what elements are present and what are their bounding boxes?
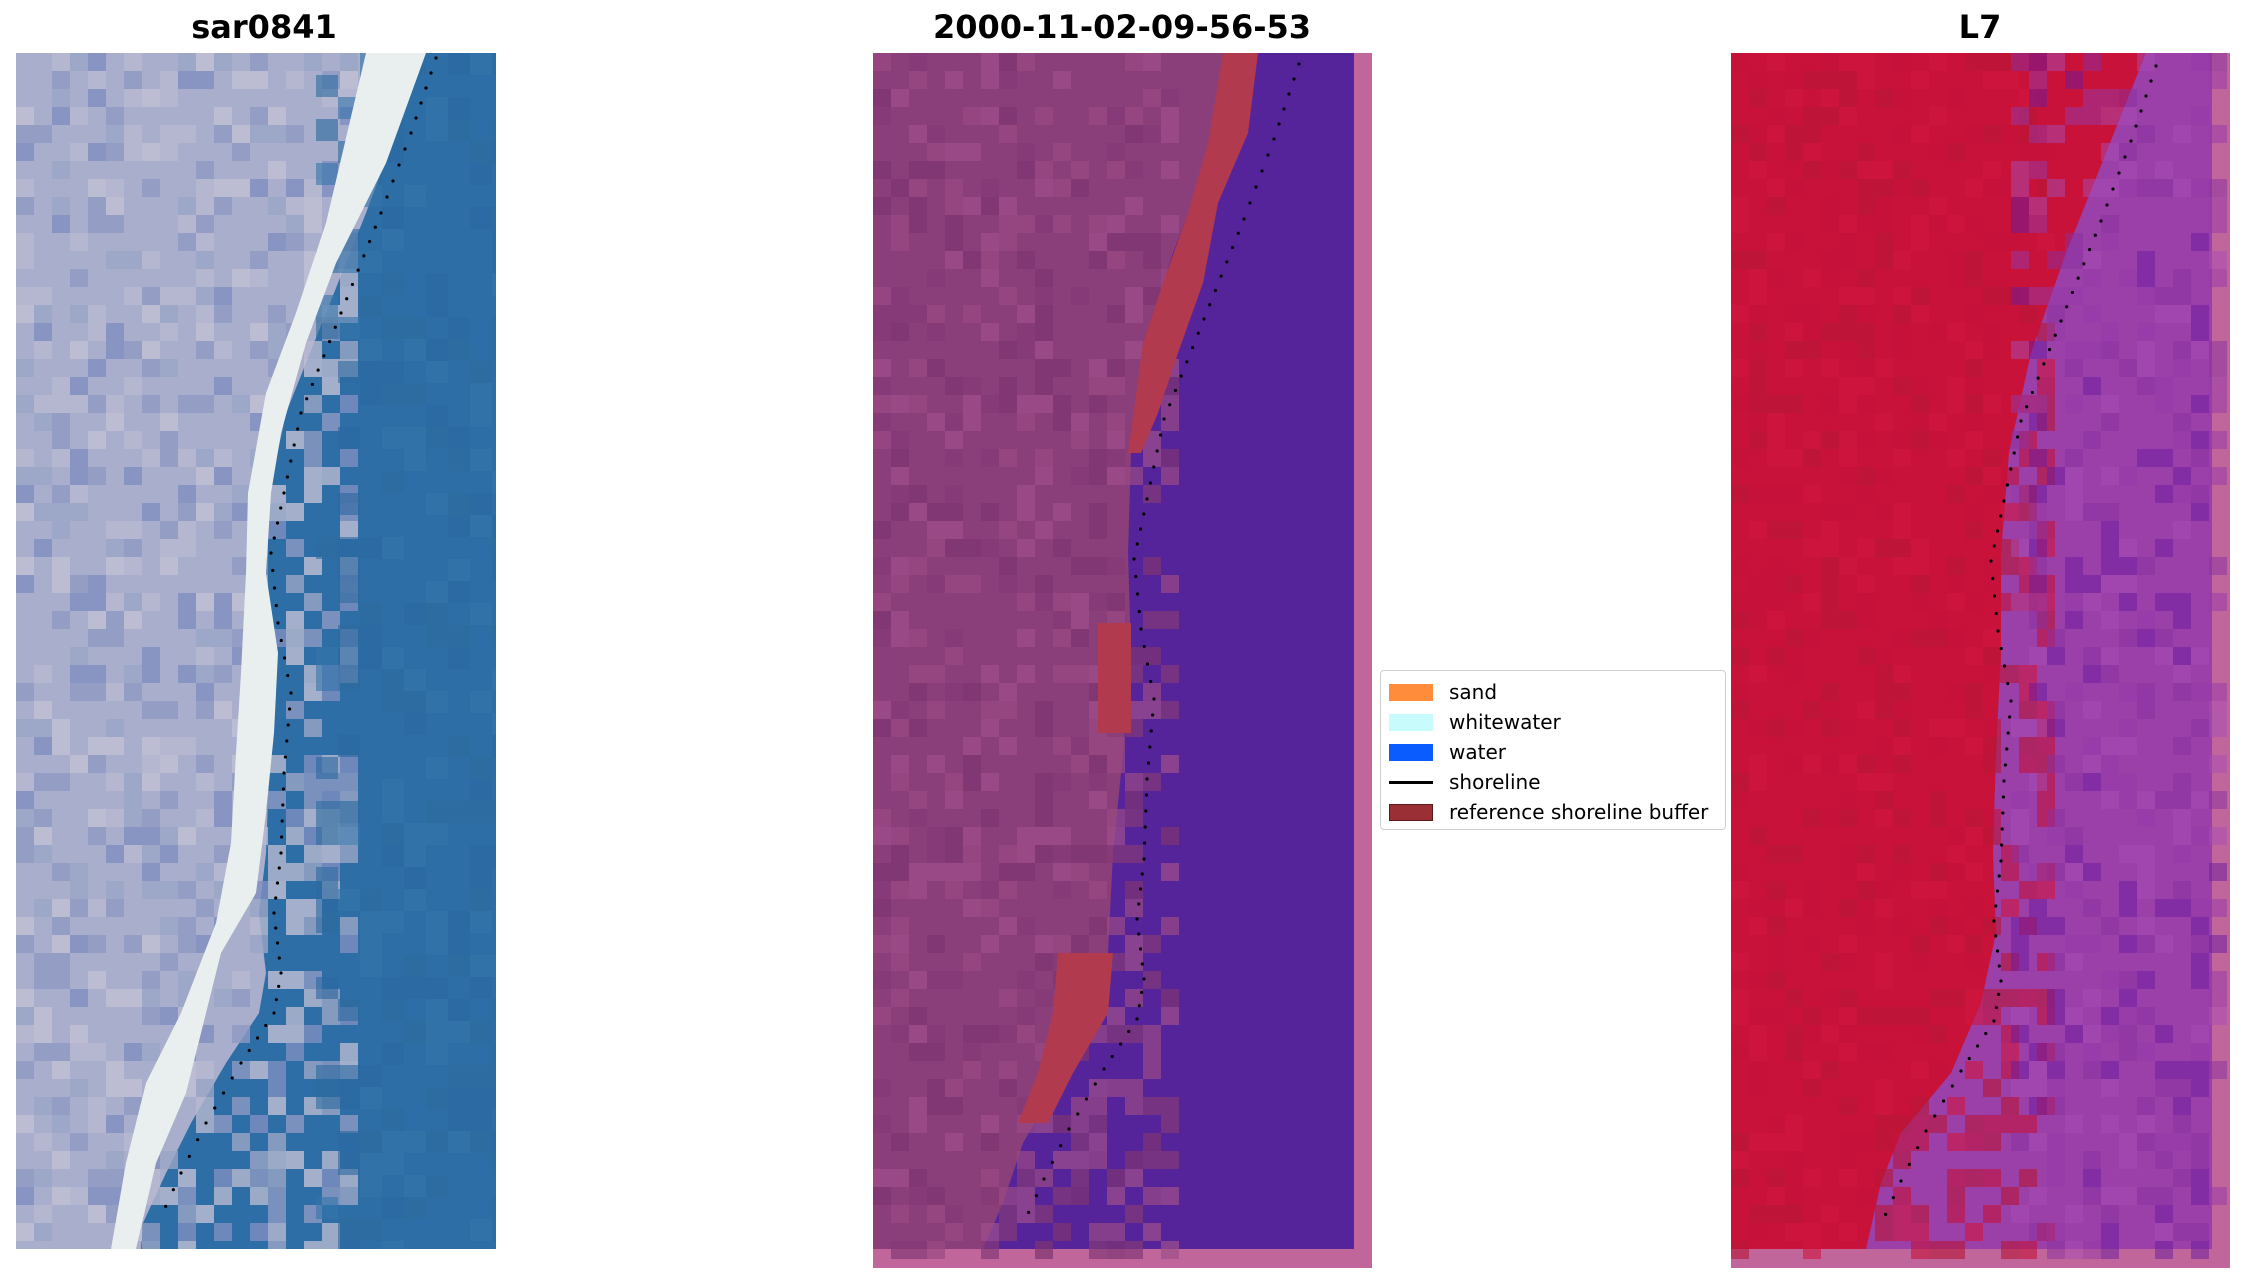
rgb-image-panel	[16, 53, 496, 1249]
legend-item-whitewater: whitewater	[1389, 707, 1717, 737]
legend-label-shoreline: shoreline	[1449, 770, 1541, 794]
buffer-zone-1	[1128, 53, 1258, 453]
land-area-l7	[1731, 53, 2146, 1249]
legend-label-reference-buffer: reference shoreline buffer	[1449, 800, 1709, 824]
panel-title-l7: L7	[1958, 8, 2002, 46]
whitewater-area	[111, 53, 426, 1249]
classified-image	[873, 53, 1372, 1268]
legend-label-sand: sand	[1449, 680, 1498, 704]
legend-label-water: water	[1449, 740, 1506, 764]
buffer-zone-2	[1098, 623, 1131, 733]
shoreline-dots	[164, 56, 438, 1208]
panel-title-classified: 2000-11-02-09-56-53	[932, 8, 1312, 46]
water-texture	[316, 53, 496, 1249]
land-class-texture	[873, 53, 1179, 1259]
water-texture-l7	[2011, 53, 2227, 1259]
shoreline-line-swatch	[1389, 780, 1433, 784]
rgb-satellite-image	[16, 53, 496, 1249]
legend-item-water: water	[1389, 737, 1717, 767]
land-texture-l7	[1731, 53, 2055, 1259]
panel-title-rgb: sar0841	[191, 8, 337, 46]
water-swatch	[1389, 743, 1433, 761]
legend-label-whitewater: whitewater	[1449, 710, 1561, 734]
l7-image-panel	[1731, 53, 2230, 1268]
legend-item-shoreline: shoreline	[1389, 767, 1717, 797]
l7-false-color-image	[1731, 53, 2230, 1268]
legend-item-reference-buffer: reference shoreline buffer	[1389, 797, 1717, 827]
legend: sand whitewater water shoreline referenc…	[1380, 670, 1726, 830]
land-class-area	[873, 53, 1233, 1249]
legend-item-sand: sand	[1389, 677, 1717, 707]
classified-image-panel	[873, 53, 1372, 1268]
buffer-zone-3	[1018, 953, 1113, 1123]
sand-swatch	[1389, 683, 1433, 701]
shoreline-dots-classified	[1027, 62, 1301, 1214]
shoreline-dots-l7	[1884, 64, 2158, 1216]
reference-buffer-swatch	[1389, 803, 1433, 821]
whitewater-swatch	[1389, 713, 1433, 731]
